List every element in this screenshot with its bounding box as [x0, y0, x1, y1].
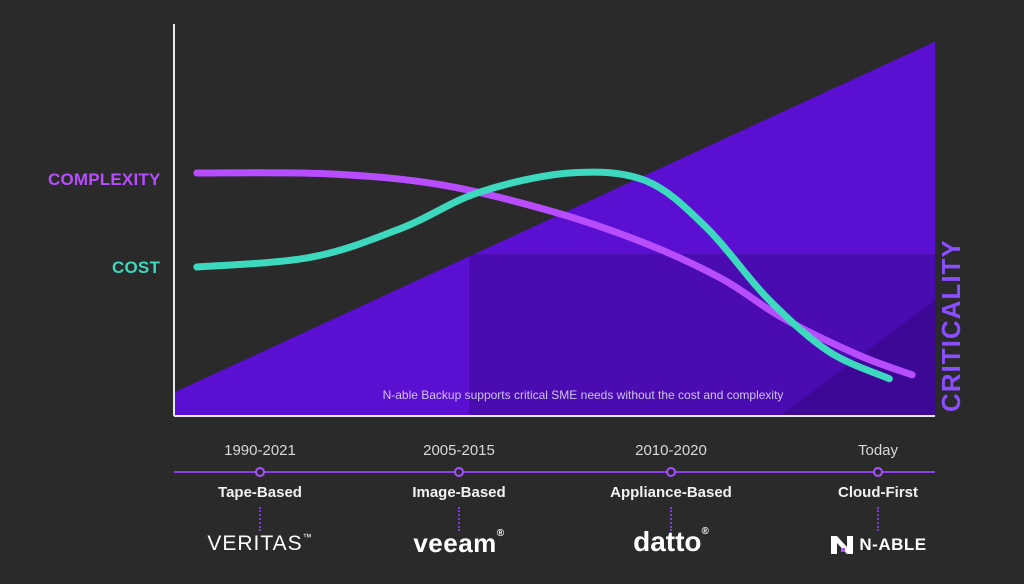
- era-type-2: Image-Based: [412, 484, 506, 501]
- chart-caption: N-able Backup supports critical SME need…: [383, 388, 784, 402]
- criticality-area: [174, 41, 935, 416]
- n-able-wordmark: N-ABLE: [859, 535, 927, 554]
- timeline-dot-1: [255, 467, 265, 477]
- era-years-4: Today: [857, 442, 899, 459]
- era-type-1: Tape-Based: [218, 484, 302, 501]
- veritas-wordmark: VERITAS: [207, 532, 303, 555]
- datto-logo: datto®: [633, 526, 709, 557]
- cost-line: [193, 168, 893, 383]
- veeam-logo: veeam®: [413, 528, 505, 558]
- datto-wordmark: datto: [633, 526, 702, 557]
- timeline-connector-1: [259, 507, 261, 531]
- complexity-line: [193, 169, 916, 379]
- n-able-mark-icon: [831, 536, 854, 554]
- era-type-4: Cloud-First: [838, 484, 918, 501]
- cost-label: COST: [112, 258, 161, 277]
- veritas-logo: VERITAS™: [207, 532, 313, 555]
- era-years-3: 2010-2020: [635, 442, 707, 459]
- timeline-dot-2: [454, 467, 464, 477]
- timeline-connector-2: [458, 507, 460, 531]
- era-years-2: 2005-2015: [423, 442, 495, 459]
- timeline-dot-4: [873, 467, 883, 477]
- criticality-label: CRITICALITY: [936, 239, 966, 412]
- era-years-1: 1990-2021: [224, 442, 296, 459]
- criticality-shade-panel: [469, 254, 935, 416]
- veeam-wordmark: veeam: [413, 528, 497, 558]
- complexity-label: COMPLEXITY: [48, 170, 161, 189]
- series-lines: [193, 168, 916, 383]
- timeline-dot-3: [666, 467, 676, 477]
- timeline-connector-3: [670, 507, 672, 531]
- era-type-3: Appliance-Based: [610, 484, 732, 501]
- n-able-logo: N-ABLE: [778, 534, 978, 556]
- criticality-area-fill: [174, 41, 935, 416]
- timeline-connector-4: [877, 507, 879, 531]
